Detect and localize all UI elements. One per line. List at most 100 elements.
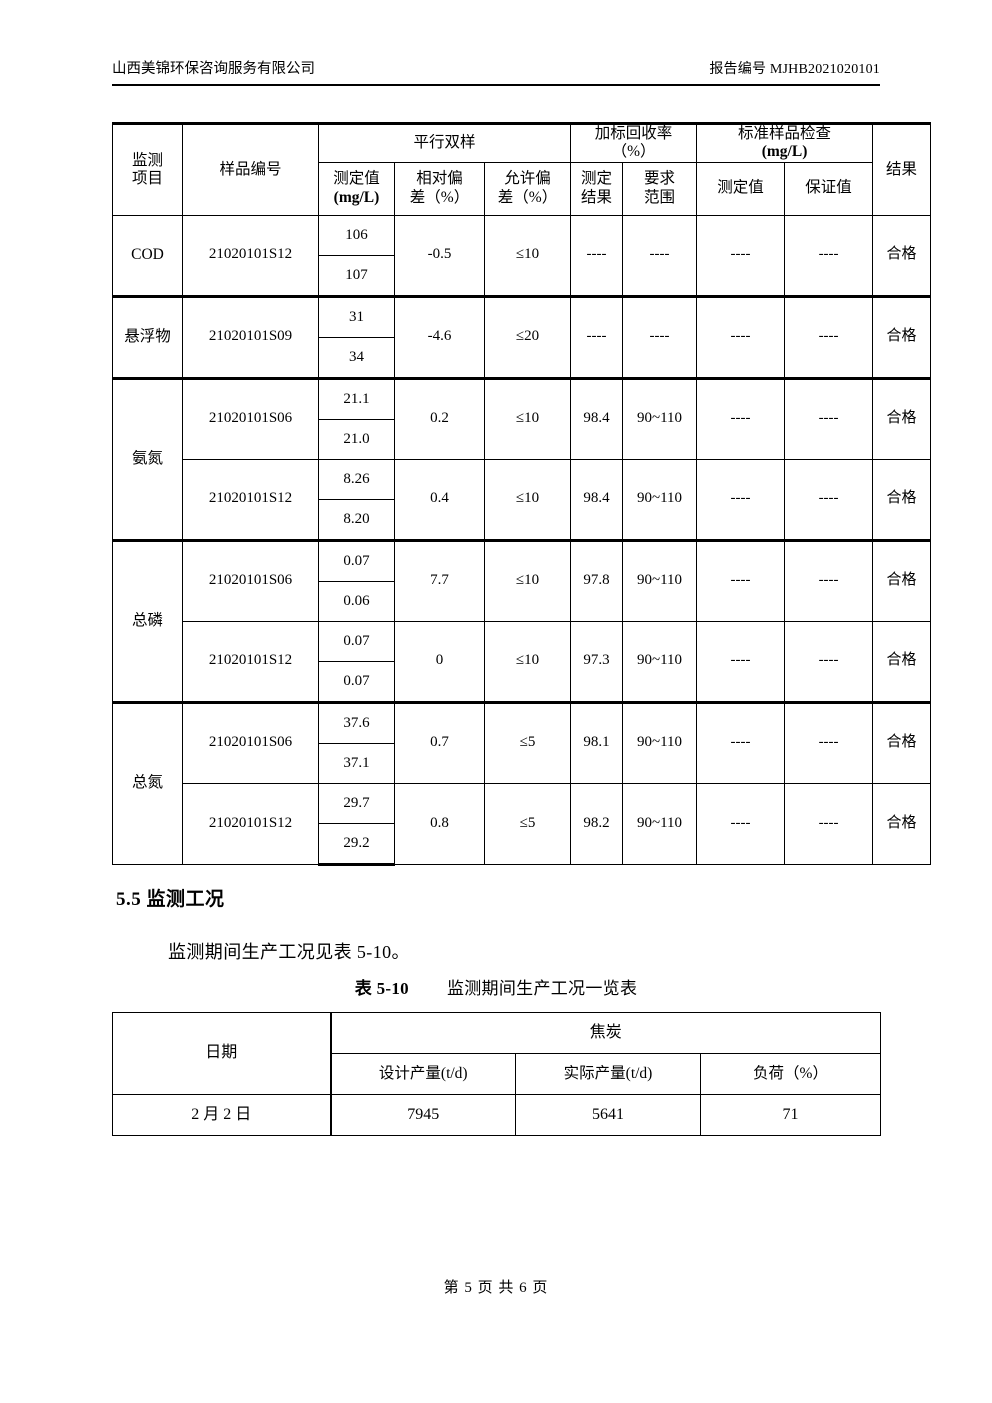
cell-spike-result: 98.4 [570,376,624,460]
cell-duplicate-value-2: 29.2 [318,822,395,866]
wc-header-actual-output: 实际产量(t/d) [515,1053,701,1095]
cell-std-measured: ---- [696,538,786,622]
header-spike-recovery-line1: 加标回收率 [594,125,673,142]
cell-duplicate-value-2: 0.07 [318,660,395,703]
cell-relative-deviation: 0.2 [394,376,485,460]
header-measured-value-label: 测定值 [333,170,380,188]
cell-duplicate-value-1: 0.07 [318,538,395,582]
wc-header-product: 焦炭 [329,1012,882,1054]
cell-result: 合格 [872,214,932,297]
cell-allowed-deviation: ≤5 [483,782,572,865]
cell-std-measured: ---- [696,214,786,297]
cell-relative-deviation: 7.7 [394,538,485,622]
cell-spike-range: ---- [622,214,698,297]
cell-duplicate-value-2: 21.0 [318,418,395,460]
cell-spike-range: 90~110 [622,458,698,541]
document-header: 山西美锦环保咨询服务有限公司 报告编号 MJHB2021020101 [112,60,880,87]
table-row: 氨氮 21020101S06 21.1 0.2 ≤10 98.4 90~110 … [112,376,932,541]
header-required-range: 要求 范围 [622,161,698,216]
cell-std-guarantee: ---- [784,458,874,541]
wc-cell-actual-output: 5641 [515,1094,701,1136]
header-sample-number: 样品编号 [182,122,319,216]
cell-std-measured: ---- [696,700,786,784]
cell-relative-deviation: 0.7 [394,700,485,784]
cell-std-guarantee: ---- [784,376,874,460]
header-spike-measured-result-line2: 结果 [581,188,613,206]
table-row: 107 [113,254,931,297]
cell-std-guarantee: ---- [784,294,874,379]
header-required-range-line1: 要求 [644,170,676,188]
header-result: 结果 [872,122,932,216]
header-std-guarantee-value: 保证值 [784,161,874,216]
cell-allowed-deviation: ≤10 [483,376,572,460]
wc-header-row-1: 日期 焦炭 [112,1012,882,1095]
cell-sample-number: 21020101S06 [182,700,319,784]
quality-control-table: 监测 项目 样品编号 平行双样 加标回收率 （%） 标准样品检查 (mg/L) … [112,122,932,866]
cell-spike-range: 90~110 [622,782,698,865]
header-report-number: 报告编号 MJHB2021020101 [709,61,880,77]
table-row: 悬浮物 21020101S09 31 -4.6 ≤20 ---- ---- --… [112,294,932,379]
cell-monitor-item: COD [112,214,183,297]
header-allowed-deviation: 允许偏 差（%） [483,161,572,216]
cell-duplicate-value-1: 8.26 [318,458,395,500]
table-header-row-2: 测定值 (mg/L) 相对偏 差（%） 允许偏 差（%） 测定 结果 要求 [113,161,931,216]
header-required-range-line2: 范围 [644,188,676,206]
header-parallel-duplicate: 平行双样 [317,122,572,163]
cell-duplicate-value-2: 0.06 [318,580,395,622]
header-spike-recovery: 加标回收率 （%） [570,122,698,163]
table-row: 总氮 21020101S06 37.6 0.7 ≤5 98.1 90~110 -… [112,700,932,865]
cell-spike-result: 97.3 [570,620,624,703]
cell-duplicate-value-1: 29.7 [318,782,395,824]
cell-result: 合格 [872,620,932,703]
wc-header-date: 日期 [112,1012,332,1095]
header-allowed-deviation-line1: 允许偏 [504,170,551,188]
cell-spike-result: 97.8 [570,538,624,622]
wc-cell-load: 71 [699,1094,882,1136]
cell-spike-range: 90~110 [622,620,698,703]
header-standard-sample-check: 标准样品检查 (mg/L) [696,122,874,163]
cell-result: 合格 [872,782,932,865]
table-row: 总磷 21020101S06 0.07 7.7 ≤10 97.8 90~110 … [112,538,932,703]
cell-duplicate-value-1: 37.6 [318,700,395,744]
table-caption-number: 表 5-10 [354,979,409,998]
wc-table-row: 2 月 2 日 7945 5641 71 [112,1094,882,1136]
header-measured-value-unit: (mg/L) [333,188,380,206]
cell-allowed-deviation: ≤20 [483,294,572,379]
cell-std-measured: ---- [696,782,786,865]
cell-relative-deviation: -0.5 [394,214,485,297]
cell-result: 合格 [872,376,932,460]
cell-std-guarantee: ---- [784,700,874,784]
cell-spike-range: 90~110 [622,376,698,460]
wc-header-load: 负荷（%） [699,1053,882,1095]
table-row: 34 [113,336,931,379]
table-caption: 表 5-10 监测期间生产工况一览表 [0,974,992,999]
cell-std-measured: ---- [696,620,786,703]
cell-relative-deviation: 0 [394,620,485,703]
cell-relative-deviation: 0.4 [394,458,485,541]
cell-allowed-deviation: ≤10 [483,620,572,703]
cell-allowed-deviation: ≤10 [483,214,572,297]
cell-sample-number: 21020101S12 [182,620,319,703]
cell-sample-number: 21020101S06 [182,538,319,622]
section-heading: 5.5 监测工况 [116,884,225,911]
wc-header-row-2: 设计产量(t/d) 实际产量(t/d) 负荷（%） [113,1053,882,1095]
cell-std-measured: ---- [696,458,786,541]
header-allowed-deviation-line2: 差（%） [497,188,558,206]
cell-result: 合格 [872,458,932,541]
wc-header-design-output: 设计产量(t/d) [330,1053,516,1095]
header-standard-sample-check-unit: (mg/L) [761,143,808,161]
cell-duplicate-value-1: 21.1 [318,376,395,420]
table-row: 0.07 [113,660,931,703]
section-paragraph: 监测期间生产工况见表 5-10。 [168,942,410,962]
cell-spike-range: 90~110 [622,700,698,784]
header-relative-deviation-line1: 相对偏 [416,170,463,188]
cell-relative-deviation: 0.8 [394,782,485,865]
table-row: 0.06 [113,580,931,622]
wc-cell-design-output: 7945 [330,1094,516,1136]
header-relative-deviation-line2: 差（%） [409,188,470,206]
table-row: 21020101S12 29.7 0.8 ≤5 98.2 90~110 ----… [113,782,932,865]
cell-spike-result: 98.2 [570,782,624,865]
cell-std-guarantee: ---- [784,620,874,703]
table-row: 8.20 [113,498,931,541]
cell-duplicate-value-1: 106 [318,214,395,256]
